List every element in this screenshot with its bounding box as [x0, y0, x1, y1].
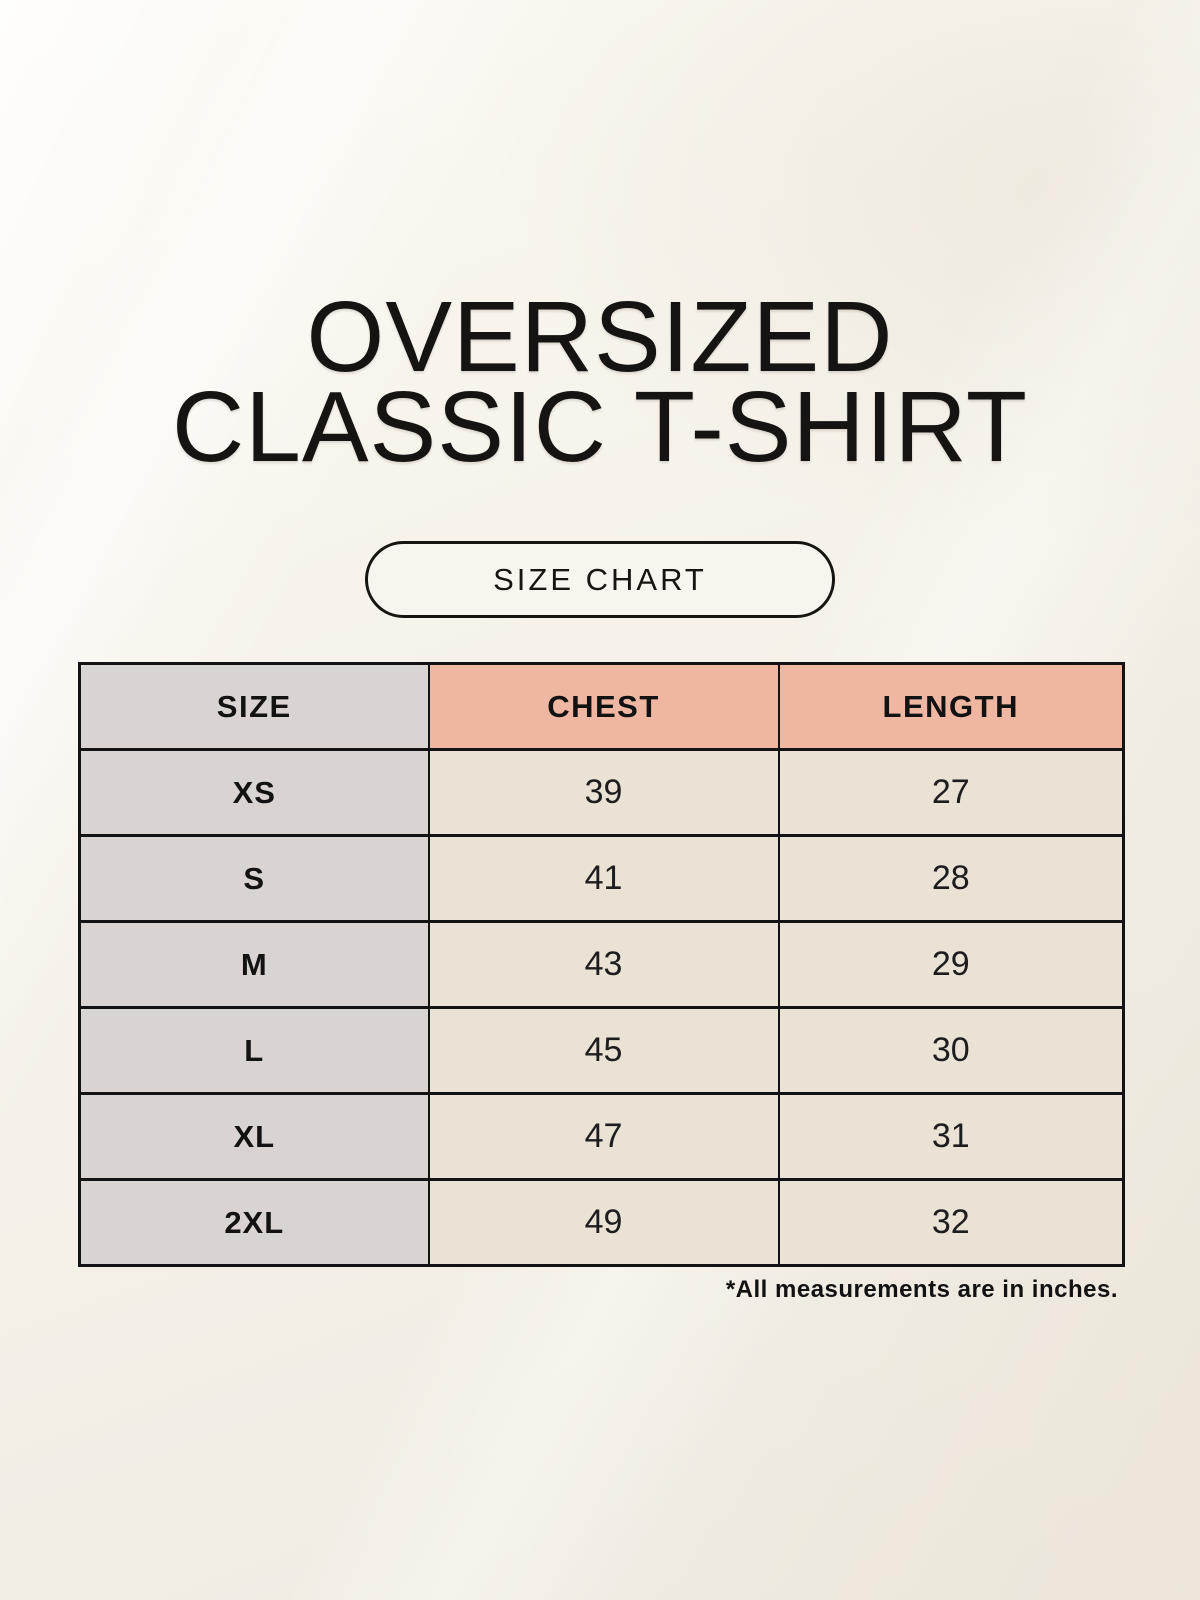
- size-cell: L: [78, 1006, 430, 1095]
- size-chart-button[interactable]: SIZE CHART: [365, 541, 835, 618]
- column-header-length: LENGTH: [777, 662, 1125, 751]
- table-header-row: SIZE CHEST LENGTH: [78, 662, 1125, 751]
- column-header-chest: CHEST: [427, 662, 780, 751]
- length-cell: 30: [777, 1006, 1125, 1095]
- chest-cell: 39: [427, 748, 780, 837]
- length-cell: 31: [777, 1092, 1125, 1181]
- size-cell: S: [78, 834, 430, 923]
- product-title-line-1: OVERSIZED: [306, 281, 894, 393]
- size-cell: XL: [78, 1092, 430, 1181]
- size-chart-button-label: SIZE CHART: [493, 561, 707, 597]
- table-row-xl: XL 47 31: [78, 1092, 1125, 1181]
- chest-cell: 45: [427, 1006, 780, 1095]
- measurement-note: *All measurements are in inches.: [725, 1276, 1118, 1303]
- chest-cell: 41: [427, 834, 780, 923]
- table-row-m: M 43 29: [78, 920, 1125, 1009]
- length-cell: 29: [777, 920, 1125, 1009]
- table-row-l: L 45 30: [78, 1006, 1125, 1095]
- size-cell: M: [78, 920, 430, 1009]
- length-cell: 28: [777, 834, 1125, 923]
- size-cell: XS: [78, 748, 430, 837]
- chest-cell: 49: [427, 1178, 780, 1267]
- length-cell: 32: [777, 1178, 1125, 1267]
- length-cell: 27: [777, 748, 1125, 837]
- chest-cell: 47: [427, 1092, 780, 1181]
- chest-cell: 43: [427, 920, 780, 1009]
- product-title: OVERSIZED CLASSIC T-SHIRT: [0, 281, 1200, 483]
- table-row-s: S 41 28: [78, 834, 1125, 923]
- table-row-2xl: 2XL 49 32: [78, 1178, 1125, 1267]
- product-title-line-2: CLASSIC T-SHIRT: [172, 371, 1028, 483]
- size-cell: 2XL: [78, 1178, 430, 1267]
- size-chart-table: SIZE CHEST LENGTH XS 39 27 S 41 28 M 43 …: [78, 662, 1125, 1267]
- column-header-size: SIZE: [78, 662, 430, 751]
- table-row-xs: XS 39 27: [78, 748, 1125, 837]
